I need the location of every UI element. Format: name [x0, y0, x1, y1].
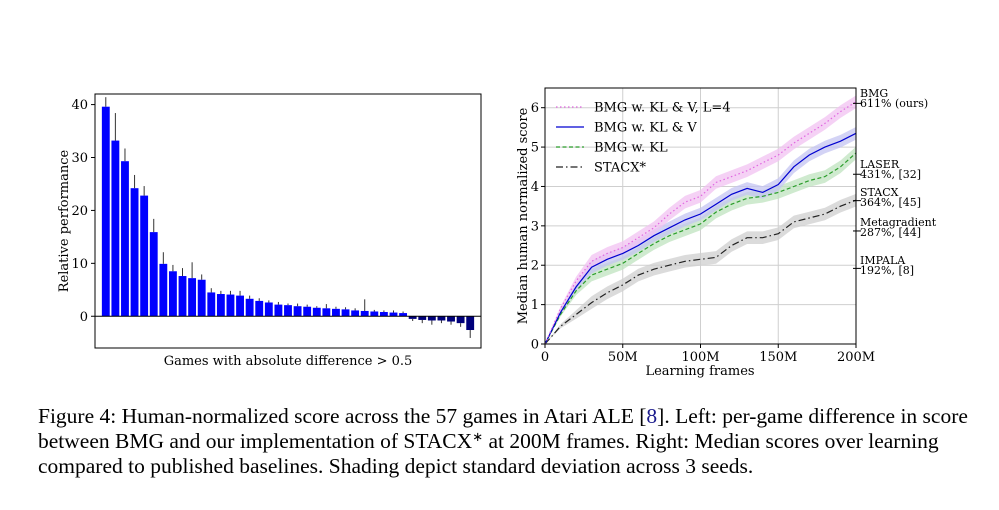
baseline-name: STACX: [860, 186, 899, 199]
bar: [168, 271, 177, 317]
bar: [399, 313, 408, 317]
y-tick-label: 30: [71, 151, 88, 166]
baseline-name: LASER: [860, 158, 900, 171]
baseline-value: 287%, [44]: [860, 226, 921, 239]
baseline-value: 192%, [8]: [860, 264, 914, 277]
left-y-ticks: 0 10 20 30 40: [71, 98, 95, 325]
right-line-chart: 0 50M 100M 150M 200M 0 1 2 3 4 5 6 BMG w. KL & V, L…: [516, 87, 937, 379]
bar: [255, 300, 264, 317]
x-tick-label: 150M: [759, 350, 797, 365]
bar: [111, 140, 120, 317]
bar: [101, 106, 110, 317]
left-bar-chart: 0 10 20 30 40 Games with absolute difference…: [57, 93, 482, 369]
bar: [293, 306, 302, 317]
y-tick-label: 1: [531, 298, 539, 313]
series-line: [544, 101, 857, 345]
right-axis-ticks: 0 50M 100M 150M 200M 0 1 2 3 4 5 6: [531, 101, 875, 365]
right-x-axis-label: Learning frames: [645, 364, 754, 379]
x-tick-label: 0: [541, 350, 549, 365]
bar: [351, 310, 360, 317]
series-line: [544, 152, 857, 345]
y-tick-label: 4: [531, 180, 539, 195]
bar: [303, 306, 312, 317]
series-line: [544, 132, 857, 345]
y-tick-label: 6: [531, 101, 539, 116]
bar: [466, 316, 475, 331]
bar: [197, 279, 206, 317]
bar: [188, 278, 197, 317]
left-plot-frame: [94, 93, 482, 349]
std-band: [545, 127, 856, 344]
std-band: [545, 146, 856, 344]
bar: [207, 292, 216, 317]
bar: [408, 316, 417, 319]
left-x-axis-label: Games with absolute difference > 0.5: [164, 354, 413, 369]
caption-lead: Figure 4: Human-normalized score across …: [38, 404, 647, 428]
bar: [418, 316, 427, 320]
legend: BMG w. KL & V, L=4 BMG w. KL & V BMG w. KL…: [556, 101, 731, 176]
baseline-name: IMPALA: [860, 254, 906, 267]
legend-label: BMG w. KL: [594, 141, 668, 156]
bar: [264, 302, 273, 317]
bar: [379, 312, 388, 317]
y-tick-label: 20: [71, 204, 88, 219]
y-tick-label: 0: [80, 310, 88, 325]
bar: [437, 316, 446, 321]
bar: [447, 316, 455, 322]
x-tick-label: 50M: [608, 350, 638, 365]
bar: [322, 308, 331, 317]
std-band: [545, 193, 856, 344]
bar: [226, 294, 235, 317]
y-tick-label: 2: [531, 259, 539, 274]
bar: [159, 263, 168, 317]
baseline-value: 611% (ours): [860, 97, 928, 110]
bar: [284, 305, 292, 317]
y-tick-label: 5: [531, 141, 539, 156]
figure-caption: Figure 4: Human-normalized score across …: [38, 404, 968, 479]
legend-label: STACX*: [594, 161, 646, 176]
bar: [389, 312, 398, 317]
left-y-axis-label: Relative performance: [57, 149, 72, 292]
legend-label: BMG w. KL & V, L=4: [594, 101, 731, 116]
bar: [274, 304, 283, 317]
y-tick-label: 0: [531, 338, 539, 353]
bar: [149, 232, 158, 317]
baseline-value: 364%, [45]: [860, 196, 921, 209]
right-series-lines: [544, 101, 857, 345]
baseline-value: 431%, [32]: [860, 168, 921, 181]
std-band: [545, 95, 856, 344]
y-tick-label: 10: [71, 257, 88, 272]
bar: [456, 316, 465, 324]
series-line: [544, 199, 857, 345]
y-tick-label: 40: [71, 98, 88, 113]
caption-superscript: ∗: [472, 429, 484, 444]
x-tick-label: 100M: [681, 350, 719, 365]
x-tick-label: 200M: [837, 350, 875, 365]
legend-label: BMG w. KL & V: [594, 121, 697, 136]
bar: [236, 295, 244, 317]
right-y-axis-label: Median human normalized score: [516, 107, 531, 324]
bar: [312, 307, 321, 317]
bar: [341, 309, 350, 317]
caption-tail: at 200M frames. Right: Median scores ove…: [38, 429, 939, 478]
caption-ref-link[interactable]: 8: [646, 404, 658, 428]
bar: [245, 298, 254, 317]
bar: [130, 188, 139, 317]
bar: [178, 276, 187, 317]
baseline-name: BMG: [860, 87, 888, 100]
right-std-bands: [545, 95, 856, 344]
bar: [216, 294, 225, 317]
bar: [427, 316, 436, 321]
bar: [121, 161, 129, 317]
y-tick-label: 3: [531, 219, 539, 234]
left-bars: [101, 97, 475, 338]
bar: [140, 195, 149, 317]
bar: [360, 310, 369, 317]
caption-mid: ]. Left: per-game difference in score be…: [38, 404, 968, 453]
baseline-name: Metagradient: [860, 216, 937, 229]
bar: [370, 311, 379, 317]
bar: [332, 308, 340, 317]
